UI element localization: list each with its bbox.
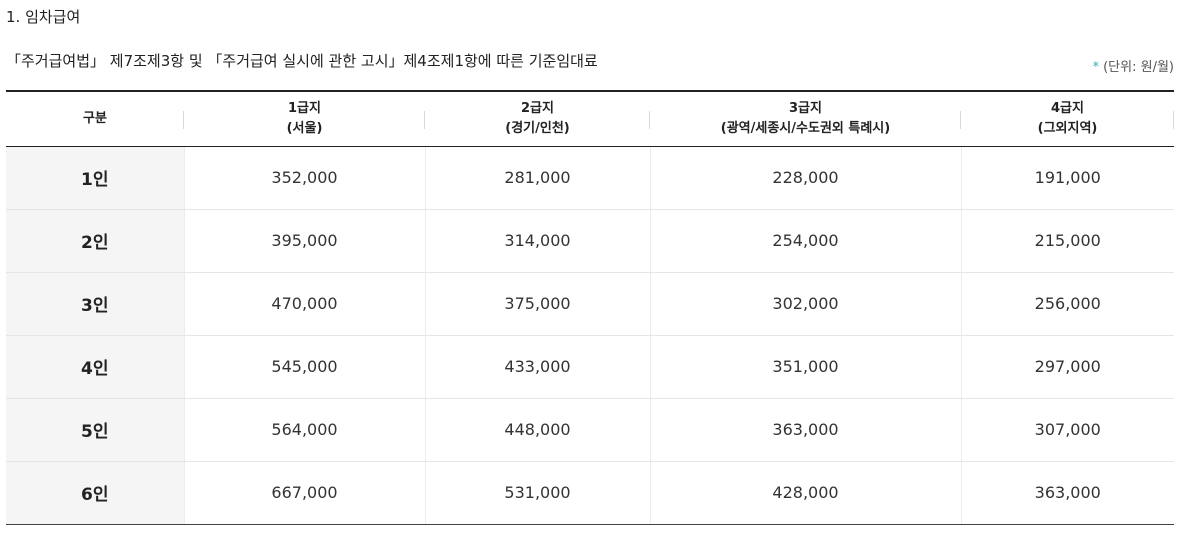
table-row: 5인 564,000 448,000 363,000 307,000 <box>6 398 1174 462</box>
table-cell: 228,000 <box>649 146 961 210</box>
header-grade: 2급지 <box>521 100 554 116</box>
header-region: (그외지역) <box>1037 120 1098 136</box>
table-row: 4인 545,000 433,000 351,000 297,000 <box>6 335 1174 399</box>
table-row: 6인 667,000 531,000 428,000 363,000 <box>6 461 1174 525</box>
table-cell: 352,000 <box>183 146 425 210</box>
row-label: 1인 <box>6 146 184 210</box>
table-cell: 395,000 <box>183 209 425 273</box>
row-label: 4인 <box>6 335 184 399</box>
header-label: 구분 <box>6 90 184 147</box>
header-grade-4: 4급지 (그외지역) <box>961 90 1174 147</box>
table-cell: 297,000 <box>960 335 1174 399</box>
table-cell: 363,000 <box>960 461 1174 525</box>
table-cell: 545,000 <box>183 335 425 399</box>
rent-standard-table: 구분 1급지 (서울) 2급지 (경기/인천) 3급지 (광역/세종시/수도권외 특례… <box>6 90 1174 525</box>
table-cell: 531,000 <box>424 461 650 525</box>
table-cell: 375,000 <box>424 272 650 336</box>
table-cell: 363,000 <box>649 398 961 462</box>
table-row: 1인 352,000 281,000 228,000 191,000 <box>6 146 1174 210</box>
unit-note: * (단위: 원/월) <box>1093 56 1174 75</box>
row-label: 3인 <box>6 272 184 336</box>
table-cell: 564,000 <box>183 398 425 462</box>
unit-text: (단위: 원/월) <box>1103 60 1174 75</box>
header-grade-3: 3급지 (광역/세종시/수도권외 특례시) <box>650 90 961 147</box>
table-cell: 470,000 <box>183 272 425 336</box>
table-cell: 448,000 <box>424 398 650 462</box>
header-grade-2: 2급지 (경기/인천) <box>425 90 650 147</box>
header-region: (서울) <box>286 120 323 136</box>
header-region: (광역/세종시/수도권외 특례시) <box>720 120 891 136</box>
table-cell: 428,000 <box>649 461 961 525</box>
row-label: 5인 <box>6 398 184 462</box>
table-cell: 281,000 <box>424 146 650 210</box>
table-cell: 256,000 <box>960 272 1174 336</box>
row-label: 2인 <box>6 209 184 273</box>
table-cell: 191,000 <box>960 146 1174 210</box>
table-caption: 「주거급여법」 제7조제3항 및 「주거급여 실시에 관한 고시」제4조제1항에… <box>6 52 598 70</box>
header-grade-1: 1급지 (서울) <box>184 90 425 147</box>
table-row: 3인 470,000 375,000 302,000 256,000 <box>6 272 1174 336</box>
table-cell: 433,000 <box>424 335 650 399</box>
table-cell: 215,000 <box>960 209 1174 273</box>
table-cell: 302,000 <box>649 272 961 336</box>
table-row: 2인 395,000 314,000 254,000 215,000 <box>6 209 1174 273</box>
asterisk-icon: * <box>1092 60 1100 75</box>
header-grade: 4급지 <box>1051 100 1084 116</box>
section-title: 1. 임차급여 <box>6 8 81 26</box>
table-header-row: 구분 1급지 (서울) 2급지 (경기/인천) 3급지 (광역/세종시/수도권외 특례… <box>6 90 1174 147</box>
table-cell: 314,000 <box>424 209 650 273</box>
table-cell: 254,000 <box>649 209 961 273</box>
header-grade: 1급지 <box>288 100 321 116</box>
row-label: 6인 <box>6 461 184 525</box>
header-grade: 3급지 <box>789 100 822 116</box>
table-cell: 307,000 <box>960 398 1174 462</box>
table-cell: 667,000 <box>183 461 425 525</box>
table-cell: 351,000 <box>649 335 961 399</box>
header-region: (경기/인천) <box>505 120 570 136</box>
